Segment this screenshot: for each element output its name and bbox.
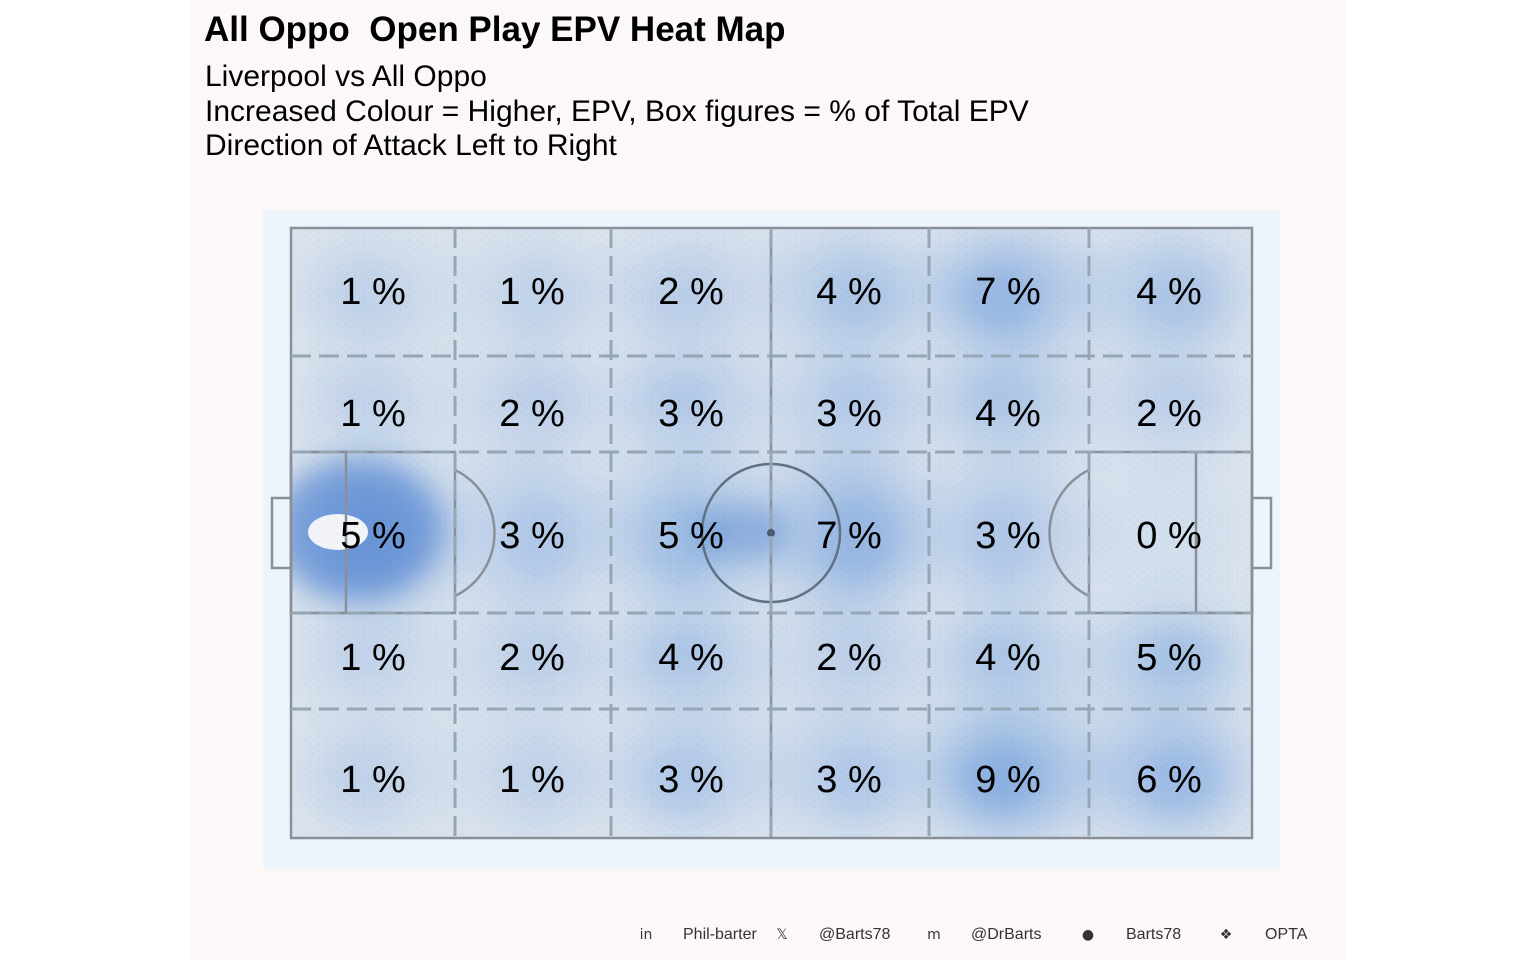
zone-label: 7 %	[816, 515, 881, 557]
zone-label: 0 %	[1136, 515, 1201, 557]
zone-label: 2 %	[658, 271, 723, 313]
chart-canvas: All Oppo Open Play EPV Heat Map Liverpoo…	[190, 0, 1346, 960]
right-penalty-arc	[1048, 468, 1090, 598]
mastodon-icon: m	[927, 927, 941, 943]
zone-label: 1 %	[499, 759, 564, 801]
zone-label: 5 %	[658, 515, 723, 557]
caption-mastodon-text: @DrBarts	[971, 926, 1042, 943]
subtitle-line-3: Direction of Attack Left to Right	[205, 129, 617, 162]
zone-label: 1 %	[340, 393, 405, 435]
zone-label: 6 %	[1136, 759, 1201, 801]
chart-title: All Oppo Open Play EPV Heat Map	[204, 10, 786, 49]
zone-label: 4 %	[975, 637, 1040, 679]
zone-label: 1 %	[340, 637, 405, 679]
zone-label: 4 %	[658, 637, 723, 679]
plot-panel: 1 % 1 % 2 % 4 % 7 % 4 % 1 % 2 % 3 % 3 % 4 % 2 % 5 % 3…	[263, 210, 1280, 869]
x-twitter-icon: 𝕏	[776, 927, 788, 943]
subtitle-line-1: Liverpool vs All Oppo	[205, 60, 487, 93]
zone-label: 3 %	[816, 759, 881, 801]
subtitle-line-2: Increased Colour = Higher, EPV, Box figu…	[205, 95, 1029, 128]
zone-label: 3 %	[658, 393, 723, 435]
caption-linkedin-text: Phil-barter	[683, 926, 757, 943]
centre-spot	[767, 529, 775, 537]
epv-density-layer	[291, 228, 1252, 838]
dropbox-icon: ❖	[1219, 927, 1233, 943]
github-icon: ●	[1081, 927, 1095, 943]
zone-label: 1 %	[340, 759, 405, 801]
zone-label: 1 %	[340, 271, 405, 313]
zone-label: 2 %	[499, 637, 564, 679]
zone-label: 1 %	[499, 271, 564, 313]
right-goal	[1250, 496, 1273, 570]
zone-label: 3 %	[499, 515, 564, 557]
zone-labels: 1 % 1 % 2 % 4 % 7 % 4 % 1 % 2 % 3 % 3 % 4 % 2 % 5 % 3…	[340, 271, 1201, 801]
zone-label: 3 %	[975, 515, 1040, 557]
zone-label: 9 %	[975, 759, 1040, 801]
caption-x-twitter-text: @Barts78	[819, 926, 891, 943]
left-goal	[270, 496, 293, 570]
zone-label: 2 %	[1136, 393, 1201, 435]
zone-label: 5 %	[1136, 637, 1201, 679]
zone-grid	[291, 228, 1252, 838]
zone-label: 4 %	[1136, 271, 1201, 313]
zone-label: 4 %	[975, 393, 1040, 435]
linkedin-icon: in	[639, 927, 653, 943]
left-penalty-arc	[454, 468, 496, 598]
pitch-heatmap: 1 % 1 % 2 % 4 % 7 % 4 % 1 % 2 % 3 % 3 % 4 % 2 % 5 % 3…	[270, 226, 1273, 840]
zone-label: 2 %	[816, 637, 881, 679]
zone-label: 3 %	[816, 393, 881, 435]
zone-label: 3 %	[658, 759, 723, 801]
zone-label: 7 %	[975, 271, 1040, 313]
zone-label: 5 %	[340, 515, 405, 557]
zone-label: 4 %	[816, 271, 881, 313]
caption-dropbox-text: OPTA	[1265, 926, 1308, 943]
zone-label: 2 %	[499, 393, 564, 435]
caption-github-text: Barts78	[1126, 926, 1182, 943]
